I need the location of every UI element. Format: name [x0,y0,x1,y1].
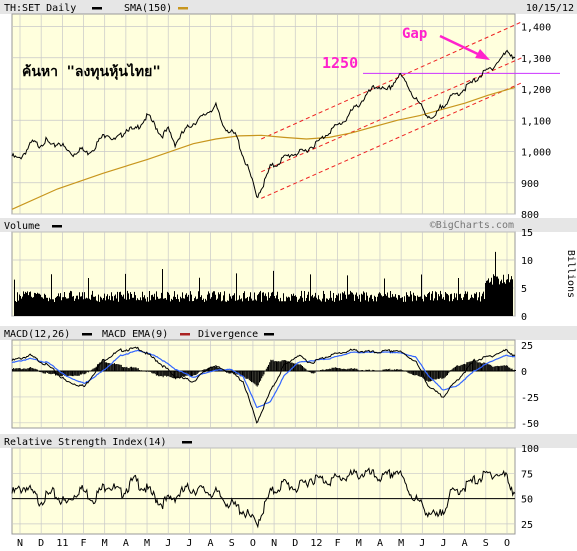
rsi-y-axis: 100 75 50 25 [521,444,539,531]
x-tick-label: J [440,538,446,549]
volume-header-bar [0,218,577,232]
search-overlay-text: ค้นหา "ลงทุนหุ้นไทย" [22,62,161,80]
macd-panel: MACD(12,26) MACD EMA(9) Divergence 25 0 -2… [0,326,577,430]
x-axis: N D 11 F M A M J J A S O N D 12 F M A M J J A S O [17,538,510,549]
price-plot-area [11,13,516,215]
divergence-legend-swatch [264,333,274,336]
symbol-label: TH:SET Daily [4,3,76,14]
x-tick-label: D [292,538,298,549]
y-tick-label: 25 [521,341,533,352]
volume-y-axis: 0 5 10 15 [521,228,533,323]
x-tick-label: J [186,538,192,549]
level-label: 1250 [322,54,358,72]
x-tick-label: M [102,538,108,549]
y-tick-label: 1,000 [521,148,551,159]
x-tick-label: O [504,538,510,549]
x-tick-label: A [462,538,468,549]
ema-legend-label: MACD EMA(9) [102,329,168,340]
x-tick-label: F [81,538,87,549]
volume-bars [14,251,513,316]
x-tick-label: J [419,538,425,549]
y-tick-label: 10 [521,256,533,267]
trend-line [261,57,522,173]
ema-legend-swatch [180,333,190,336]
price-panel: TH:SET Daily SMA(150) 10/15/12 800 900 1,0… [0,0,577,221]
x-tick-label: S [483,538,489,549]
x-tick-label: M [398,538,404,549]
x-tick-label: 12 [310,538,322,549]
x-tick-label: A [377,538,383,549]
y-tick-label: 100 [521,444,539,455]
gap-arrow [439,34,490,60]
y-tick-label: 1,200 [521,85,551,96]
macd-legend-label: MACD(12,26) [4,329,70,340]
y-tick-label: 800 [521,210,539,221]
y-tick-label: -25 [521,393,539,404]
rsi-line [11,467,516,529]
macd-y-axis: 25 0 -25 -50 [521,341,539,430]
symbol-legend-swatch [92,7,102,10]
sma-150-line [11,86,516,210]
x-tick-label: D [38,538,44,549]
macd-ema-line [11,349,516,408]
rsi-title: Relative Strength Index(14) [4,437,167,448]
sma-label: SMA(150) [124,3,172,14]
trend-line [261,21,523,140]
x-tick-label: 11 [56,538,68,549]
price-header-bar [0,0,577,14]
x-tick-label: N [17,538,23,549]
macd-legend-swatch [82,333,92,336]
price-y-axis: 800 900 1,000 1,100 1,200 1,300 1,400 [521,23,551,222]
price-line [11,49,516,199]
rsi-plot-area [11,447,516,535]
volume-panel: Volume ©BigCharts.com 0 5 10 15 Billions [0,218,577,323]
y-tick-label: 0 [521,367,527,378]
volume-unit-label: Billions [565,250,576,298]
volume-title: Volume [4,221,40,232]
x-tick-label: S [229,538,235,549]
gap-label: Gap [402,26,427,42]
trend-line [261,82,523,199]
chart-date: 10/15/12 [526,3,574,14]
y-tick-label: 1,300 [521,54,551,65]
x-tick-label: A [123,538,129,549]
y-tick-label: -50 [521,419,539,430]
x-tick-label: J [165,538,171,549]
rsi-legend-swatch [182,441,192,444]
x-tick-label: A [208,538,214,549]
price-grid [12,14,515,215]
x-tick-label: F [335,538,341,549]
y-tick-label: 1,400 [521,23,551,34]
macd-header-bar [0,326,577,340]
watermark: ©BigCharts.com [430,220,514,231]
y-tick-label: 25 [521,520,533,531]
rsi-header-bar [0,434,577,448]
y-tick-label: 900 [521,179,539,190]
macd-line [11,346,516,424]
macd-divergence-histogram [12,359,516,387]
x-tick-label: N [271,538,277,549]
y-tick-label: 15 [521,228,533,239]
y-tick-label: 75 [521,469,533,480]
divergence-legend-label: Divergence [198,329,258,340]
rsi-panel: Relative Strength Index(14) 100 75 50 25 [0,434,577,535]
y-tick-label: 0 [521,312,527,323]
trend-channel [261,21,523,199]
sma-legend-swatch [178,7,188,10]
y-tick-label: 50 [521,495,533,506]
macd-plot-area [11,339,516,429]
y-tick-label: 5 [521,284,527,295]
volume-legend-swatch [52,225,62,228]
y-tick-label: 1,100 [521,116,551,127]
x-tick-label: O [250,538,256,549]
x-tick-label: M [144,538,150,549]
x-tick-label: M [356,538,362,549]
